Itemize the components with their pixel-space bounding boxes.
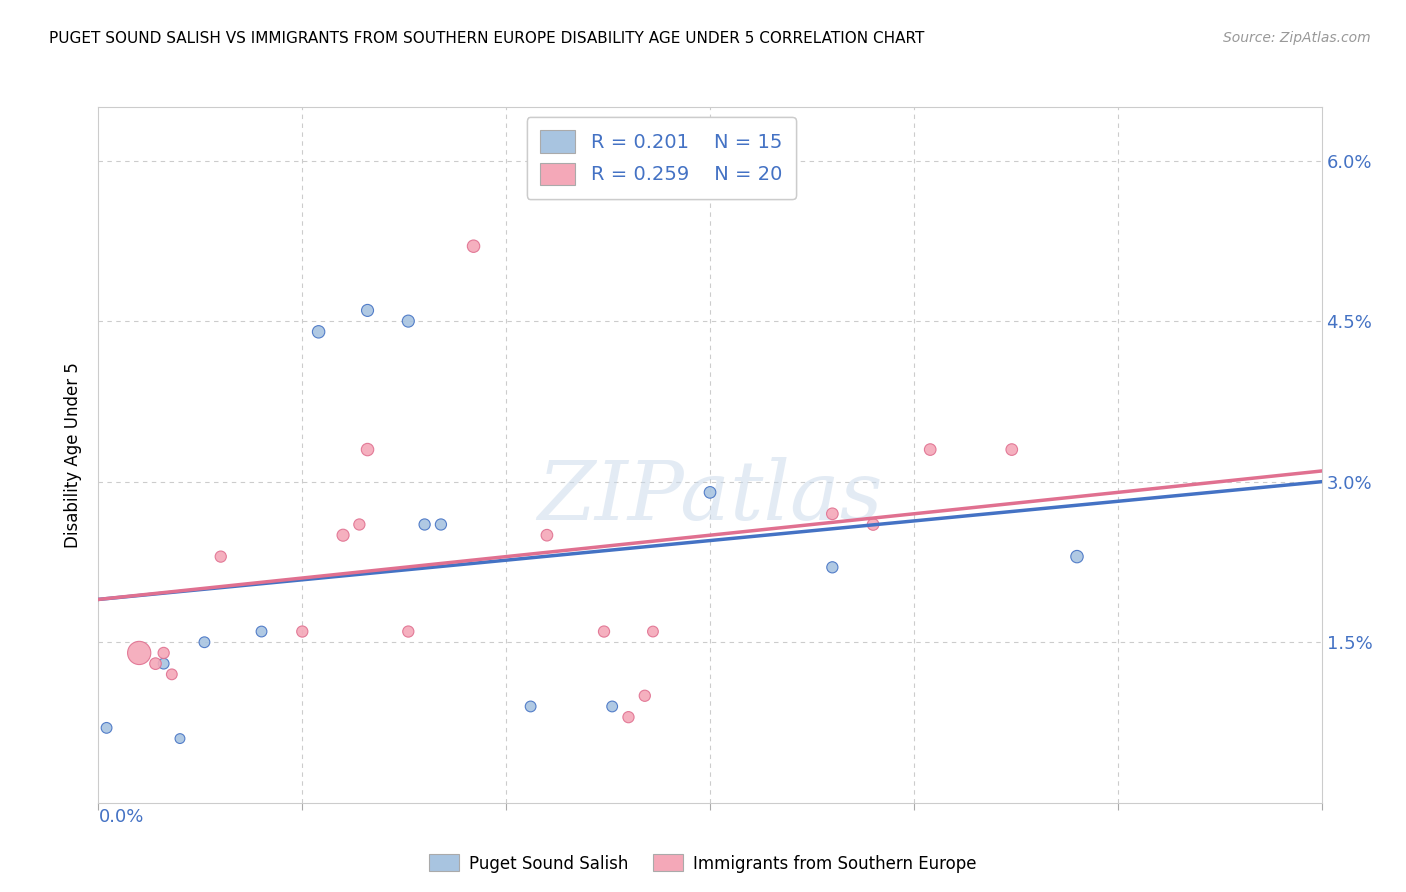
Point [821, 507, 844, 521]
Point [634, 689, 657, 703]
Point [145, 657, 167, 671]
Point [96, 721, 118, 735]
Point [593, 624, 616, 639]
Legend: R = 0.201    N = 15, R = 0.259    N = 20: R = 0.201 N = 15, R = 0.259 N = 20 [526, 117, 796, 199]
Text: ZIPatlas: ZIPatlas [537, 457, 883, 537]
Point [152, 646, 174, 660]
Point [308, 325, 330, 339]
Point [193, 635, 215, 649]
Point [209, 549, 232, 564]
Point [641, 624, 664, 639]
Y-axis label: Disability Age Under 5: Disability Age Under 5 [65, 362, 83, 548]
Point [160, 667, 183, 681]
Point [169, 731, 191, 746]
Point [1066, 549, 1088, 564]
Point [356, 442, 378, 457]
Point [396, 624, 419, 639]
Legend: Puget Sound Salish, Immigrants from Southern Europe: Puget Sound Salish, Immigrants from Sout… [422, 847, 984, 880]
Text: 0.0%: 0.0% [98, 807, 143, 826]
Point [600, 699, 623, 714]
Point [821, 560, 844, 574]
Point [1001, 442, 1024, 457]
Point [128, 646, 150, 660]
Point [519, 699, 541, 714]
Point [920, 442, 942, 457]
Point [250, 624, 273, 639]
Point [291, 624, 314, 639]
Point [396, 314, 419, 328]
Text: PUGET SOUND SALISH VS IMMIGRANTS FROM SOUTHERN EUROPE DISABILITY AGE UNDER 5 COR: PUGET SOUND SALISH VS IMMIGRANTS FROM SO… [49, 31, 925, 46]
Point [356, 303, 378, 318]
Point [862, 517, 884, 532]
Point [349, 517, 371, 532]
Point [413, 517, 436, 532]
Point [332, 528, 354, 542]
Point [536, 528, 558, 542]
Point [463, 239, 485, 253]
Point [152, 657, 174, 671]
Text: Source: ZipAtlas.com: Source: ZipAtlas.com [1223, 31, 1371, 45]
Point [699, 485, 721, 500]
Point [617, 710, 640, 724]
Point [430, 517, 453, 532]
